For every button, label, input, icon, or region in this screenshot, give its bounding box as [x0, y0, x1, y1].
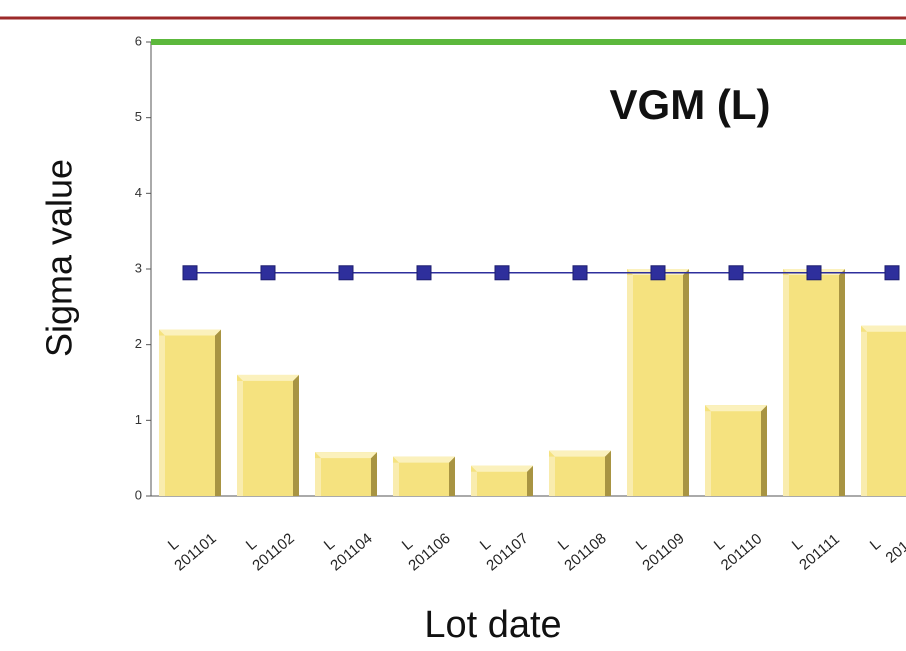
- bar-shade: [293, 374, 299, 496]
- bar-highlight: [549, 450, 611, 457]
- bar: [783, 269, 845, 496]
- bar-edge: [471, 471, 477, 496]
- x-tick-label-date: 201104: [327, 530, 375, 574]
- x-tick-label-prefix: L: [243, 535, 260, 553]
- line-marker: [650, 265, 666, 281]
- y-tick-label: 5: [135, 109, 142, 124]
- x-tick-label-date: 201107: [483, 530, 531, 574]
- chart-title: VGM (L): [610, 81, 771, 128]
- x-tick-label-date: 201106: [405, 530, 453, 574]
- x-tick-label-prefix: L: [477, 535, 494, 553]
- bar-edge: [549, 456, 555, 496]
- y-axis-label: Sigma value: [39, 159, 80, 357]
- bar: [315, 452, 377, 496]
- bar-shade: [371, 452, 377, 496]
- bar-edge: [393, 462, 399, 496]
- bar-highlight: [315, 452, 377, 459]
- x-tick-label-date: 201: [882, 538, 906, 567]
- x-tick-label-prefix: L: [555, 535, 572, 553]
- bar-highlight: [705, 405, 767, 412]
- y-tick-label: 2: [135, 336, 142, 351]
- bar-edge: [315, 458, 321, 496]
- line-marker: [338, 265, 354, 281]
- line-marker: [572, 265, 588, 281]
- line-marker: [884, 265, 900, 281]
- bar-edge: [705, 411, 711, 496]
- y-tick-label: 0: [135, 487, 142, 502]
- x-tick-label-prefix: L: [867, 535, 884, 553]
- x-tick-label-prefix: L: [711, 535, 728, 553]
- bar-edge: [159, 335, 165, 496]
- y-tick-label: 4: [135, 185, 142, 200]
- x-tick-label-date: 201109: [639, 530, 687, 574]
- bar-edge: [783, 275, 789, 496]
- bar-highlight: [471, 465, 533, 472]
- bar-edge: [627, 275, 633, 496]
- bar-highlight: [861, 325, 906, 332]
- bar-highlight: [159, 329, 221, 336]
- line-marker: [416, 265, 432, 281]
- y-tick-label: 6: [135, 33, 142, 48]
- x-tick-label-prefix: L: [165, 535, 182, 553]
- bar-shade: [761, 405, 767, 496]
- x-tick-label-date: 201108: [561, 530, 609, 574]
- bar: [393, 456, 455, 496]
- x-tick-label-date: 201101: [171, 530, 219, 574]
- bar: [549, 450, 611, 496]
- bar-shade: [839, 269, 845, 496]
- bar-edge: [237, 380, 243, 496]
- x-tick-label-date: 201111: [796, 531, 843, 574]
- bar: [861, 325, 906, 496]
- bar-shade: [215, 329, 221, 496]
- bar: [159, 329, 221, 496]
- y-tick-label: 3: [135, 260, 142, 275]
- x-tick-label-date: 201102: [249, 530, 297, 574]
- bar-shade: [683, 269, 689, 496]
- x-tick-label-prefix: L: [399, 535, 416, 553]
- line-marker: [728, 265, 744, 281]
- line-marker: [494, 265, 510, 281]
- bar-edge: [861, 331, 867, 496]
- bar: [627, 269, 689, 496]
- x-tick-label-date: 201110: [718, 530, 766, 574]
- x-axis-label: Lot date: [424, 604, 561, 646]
- bar: [705, 405, 767, 496]
- bar: [237, 374, 299, 496]
- bar-shade: [605, 450, 611, 496]
- x-tick-label-prefix: L: [789, 535, 806, 553]
- line-marker: [182, 265, 198, 281]
- bar-highlight: [393, 456, 455, 463]
- bar-shade: [527, 465, 533, 496]
- bar-highlight: [237, 374, 299, 381]
- line-marker: [806, 265, 822, 281]
- y-tick-label: 1: [135, 412, 142, 427]
- x-tick-label-prefix: L: [633, 535, 650, 553]
- bar-shade: [449, 456, 455, 496]
- line-marker: [260, 265, 276, 281]
- x-tick-label-prefix: L: [321, 535, 338, 553]
